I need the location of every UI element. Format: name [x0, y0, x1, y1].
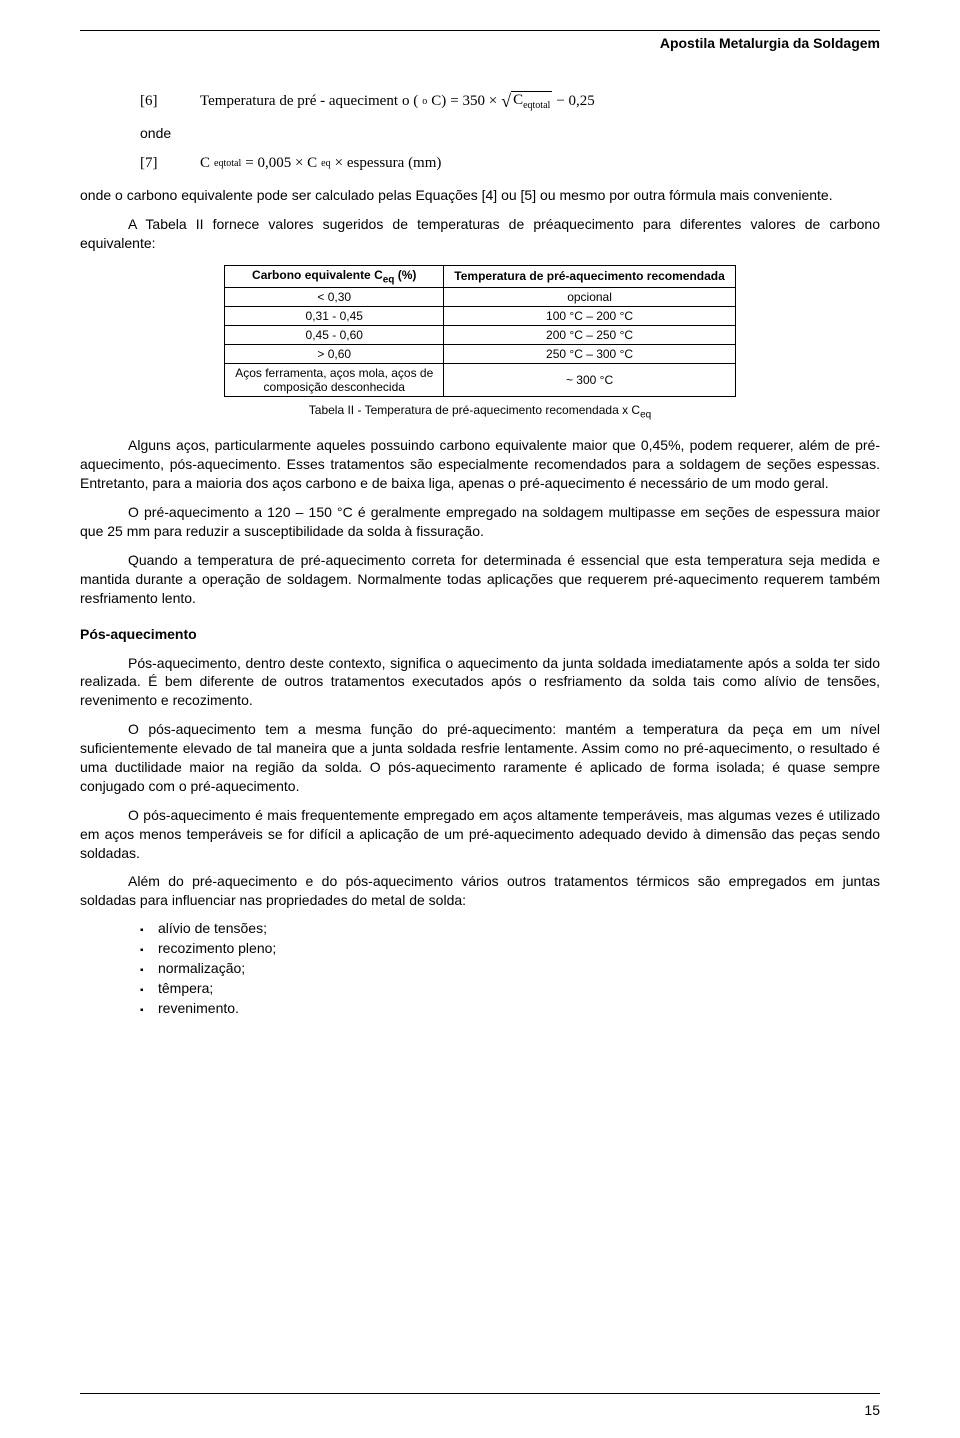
paragraph-8: O pós-aquecimento é mais frequentemente …: [80, 806, 880, 863]
formula-7-expr: Ceqtotal = 0,005 × C eq × espessura (mm): [200, 155, 441, 172]
formula-7: [7] Ceqtotal = 0,005 × C eq × espessura (…: [140, 155, 880, 172]
page-number: 15: [864, 1402, 880, 1418]
formula-7-eq: = 0,005 × C: [245, 155, 317, 172]
formula-6-tag: [6]: [140, 93, 180, 110]
formula-7-eq-sub: eq: [321, 158, 330, 169]
list-item: têmpera;: [140, 980, 880, 996]
table-cell: 250 °C – 300 °C: [444, 345, 736, 364]
formula-6: [6] Temperatura de pré - aquecimento ( o …: [140, 91, 880, 111]
formula-6-eq: = 350 ×: [450, 93, 497, 110]
table-cell: 100 °C – 200 °C: [444, 307, 736, 326]
table-cell: Aços ferramenta, aços mola, aços de comp…: [225, 364, 444, 397]
preheat-table: Carbono equivalente Ceq (%) Temperatura …: [224, 265, 736, 397]
table-cell: ~ 300 °C: [444, 364, 736, 397]
list-item: normalização;: [140, 960, 880, 976]
table-row: Aços ferramenta, aços mola, aços de comp…: [225, 364, 736, 397]
formula-7-tail: × espessura (mm): [335, 155, 442, 172]
formula-7-tag: [7]: [140, 155, 180, 172]
formula-7-lhs-sub: eqtotal: [214, 158, 241, 169]
list-item: revenimento.: [140, 1000, 880, 1016]
list-item: recozimento pleno;: [140, 940, 880, 956]
table-caption-sub: eq: [640, 409, 651, 420]
list-item: alívio de tensões;: [140, 920, 880, 936]
paragraph-4: O pré-aquecimento a 120 – 150 °C é geral…: [80, 503, 880, 541]
sqrt-icon: √ Ceqtotal: [501, 91, 552, 111]
sqrt-arg: Ceqtotal: [511, 91, 552, 111]
table-col1-header: Carbono equivalente Ceq (%): [225, 265, 444, 287]
sqrt-symbol: √: [501, 92, 511, 110]
table-cell: 0,31 - 0,45: [225, 307, 444, 326]
section-heading-pos-aquecimento: Pós-aquecimento: [80, 626, 880, 642]
paragraph-3: Alguns aços, particularmente aqueles pos…: [80, 436, 880, 493]
sqrt-arg-sub: eqtotal: [523, 100, 550, 111]
onde-1: onde: [140, 125, 880, 141]
table-cell: < 0,30: [225, 288, 444, 307]
paragraph-1: onde o carbono equivalente pode ser calc…: [80, 186, 880, 205]
top-rule: [80, 30, 880, 31]
doc-title: Apostila Metalurgia da Soldagem: [80, 35, 880, 51]
table-caption: Tabela II - Temperatura de pré-aquecimen…: [80, 403, 880, 420]
bottom-rule: [80, 1393, 880, 1394]
bullet-list: alívio de tensões; recozimento pleno; no…: [140, 920, 880, 1016]
table-cell: > 0,60: [225, 345, 444, 364]
paragraph-2: A Tabela II fornece valores sugeridos de…: [80, 215, 880, 253]
col1-header-b: (%): [394, 268, 416, 282]
sqrt-arg-a: C: [513, 92, 523, 108]
paragraph-9: Além do pré-aquecimento e do pós-aquecim…: [80, 872, 880, 910]
table-cell: opcional: [444, 288, 736, 307]
paragraph-5: Quando a temperatura de pré-aquecimento …: [80, 551, 880, 608]
page: Apostila Metalurgia da Soldagem [6] Temp…: [0, 0, 960, 1438]
table-row: > 0,60 250 °C – 300 °C: [225, 345, 736, 364]
formula-6-lhs-b: o (: [402, 93, 418, 110]
col1-header-a: Carbono equivalente C: [252, 268, 383, 282]
table-row: 0,31 - 0,45 100 °C – 200 °C: [225, 307, 736, 326]
formula-6-lhs-c: C): [431, 93, 446, 110]
formula-6-expr: Temperatura de pré - aquecimento ( o C) =…: [200, 91, 595, 111]
formula-6-lhs-a: Temperatura de pré - aqueciment: [200, 93, 398, 110]
table-col2-header: Temperatura de pré-aquecimento recomenda…: [444, 265, 736, 287]
paragraph-6: Pós-aquecimento, dentro deste contexto, …: [80, 654, 880, 711]
table-row: < 0,30 opcional: [225, 288, 736, 307]
formula-6-deg-sup: o: [422, 96, 427, 107]
formula-6-minus: − 0,25: [556, 93, 594, 110]
table-header-row: Carbono equivalente Ceq (%) Temperatura …: [225, 265, 736, 287]
col1-header-sub: eq: [383, 274, 395, 285]
table-row: 0,45 - 0,60 200 °C – 250 °C: [225, 326, 736, 345]
formula-7-lhs-a: C: [200, 155, 210, 172]
table-cell: 0,45 - 0,60: [225, 326, 444, 345]
paragraph-7: O pós-aquecimento tem a mesma função do …: [80, 720, 880, 796]
table-caption-a: Tabela II - Temperatura de pré-aquecimen…: [309, 403, 640, 417]
table-cell: 200 °C – 250 °C: [444, 326, 736, 345]
